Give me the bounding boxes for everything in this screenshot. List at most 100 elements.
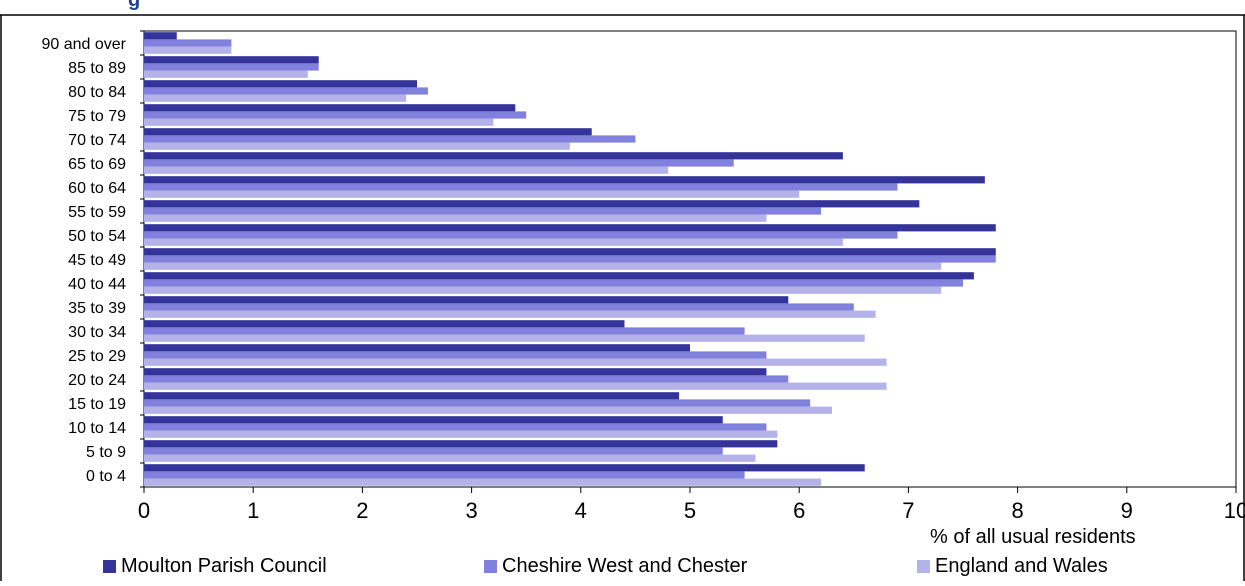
bar-england-wales-65-to-69: [144, 166, 669, 174]
y-tick-label: 85 to 89: [68, 60, 126, 77]
x-tick-label: 0: [138, 498, 150, 523]
bar-moulton-55-to-59: [144, 200, 920, 208]
x-tick-label: 1: [247, 498, 259, 523]
legend-label-moulton: Moulton Parish Council: [121, 555, 327, 577]
x-tick-label: 10: [1224, 498, 1245, 523]
bar-england-wales-15-to-19: [144, 406, 832, 414]
bar-moulton-40-to-44: [144, 272, 974, 280]
y-tick-label: 15 to 19: [68, 396, 126, 413]
legend-label-england-wales: England and Wales: [935, 555, 1108, 577]
bar-moulton-85-to-89: [144, 56, 319, 64]
bar-cheshire-70-to-74: [144, 135, 636, 143]
bar-cheshire-90-and-over: [144, 39, 232, 47]
y-tick-label: 75 to 79: [68, 108, 126, 125]
x-tick-label: 9: [1121, 498, 1133, 523]
chart-title-fragment: g: [128, 0, 141, 11]
legend-label-cheshire: Cheshire West and Chester: [502, 555, 748, 577]
bar-england-wales-35-to-39: [144, 310, 876, 318]
x-tick-label: 3: [465, 498, 477, 523]
x-tick-label: 6: [793, 498, 805, 523]
bar-cheshire-55-to-59: [144, 207, 822, 215]
y-tick-label: 50 to 54: [68, 228, 126, 245]
bar-england-wales-60-to-64: [144, 190, 800, 198]
y-tick-label: 5 to 9: [86, 444, 126, 461]
bar-cheshire-10-to-14: [144, 423, 767, 431]
x-tick-label: 7: [902, 498, 914, 523]
bar-england-wales-55-to-59: [144, 214, 767, 222]
bar-cheshire-0-to-4: [144, 471, 745, 479]
bar-cheshire-25-to-29: [144, 351, 767, 359]
bar-england-wales-80-to-84: [144, 94, 407, 102]
y-tick-label: 25 to 29: [68, 348, 126, 365]
bar-england-wales-70-to-74: [144, 142, 570, 150]
bar-england-wales-90-and-over: [144, 46, 232, 54]
bar-moulton-65-to-69: [144, 152, 843, 160]
bar-moulton-15-to-19: [144, 392, 680, 400]
y-tick-label: 45 to 49: [68, 252, 126, 269]
y-tick-label: 70 to 74: [68, 132, 126, 149]
bar-england-wales-75-to-79: [144, 118, 494, 126]
y-tick-label: 20 to 24: [68, 372, 126, 389]
x-tick-label: 2: [356, 498, 368, 523]
bar-moulton-20-to-24: [144, 368, 767, 376]
legend-swatch-cheshire: [484, 560, 497, 573]
legend-swatch-moulton: [103, 560, 116, 573]
bar-moulton-75-to-79: [144, 104, 516, 112]
bar-england-wales-5-to-9: [144, 454, 756, 462]
bar-england-wales-30-to-34: [144, 334, 865, 342]
bar-cheshire-75-to-79: [144, 111, 527, 119]
y-tick-label: 0 to 4: [86, 468, 126, 485]
legend-item-cheshire: Cheshire West and Chester: [484, 555, 747, 578]
legend: Moulton Parish Council Cheshire West and…: [0, 555, 1245, 581]
bar-moulton-25-to-29: [144, 344, 690, 352]
bar-cheshire-35-to-39: [144, 303, 854, 311]
bar-moulton-10-to-14: [144, 416, 723, 424]
legend-item-england-wales: England and Wales: [917, 555, 1108, 578]
bar-cheshire-85-to-89: [144, 63, 319, 71]
bar-cheshire-20-to-24: [144, 375, 789, 383]
y-tick-label: 90 and over: [41, 36, 126, 53]
y-tick-label: 10 to 14: [68, 420, 126, 437]
y-tick-label: 55 to 59: [68, 204, 126, 221]
bar-moulton-35-to-39: [144, 296, 789, 304]
bar-cheshire-50-to-54: [144, 231, 898, 239]
legend-item-moulton: Moulton Parish Council: [103, 555, 327, 578]
bar-cheshire-30-to-34: [144, 327, 745, 335]
y-tick-label: 80 to 84: [68, 84, 126, 101]
bar-england-wales-25-to-29: [144, 358, 887, 366]
bar-moulton-5-to-9: [144, 440, 778, 448]
bar-moulton-50-to-54: [144, 224, 996, 232]
bar-cheshire-5-to-9: [144, 447, 723, 455]
bar-cheshire-60-to-64: [144, 183, 898, 191]
bar-moulton-45-to-49: [144, 248, 996, 256]
bar-moulton-70-to-74: [144, 128, 592, 136]
x-tick-label: 5: [684, 498, 696, 523]
bar-cheshire-40-to-44: [144, 279, 963, 287]
y-tick-label: 35 to 39: [68, 300, 126, 317]
bar-moulton-80-to-84: [144, 80, 417, 88]
bar-cheshire-80-to-84: [144, 87, 428, 95]
x-tick-label: 8: [1011, 498, 1023, 523]
bar-moulton-60-to-64: [144, 176, 985, 184]
y-tick-label: 40 to 44: [68, 276, 126, 293]
y-tick-label: 30 to 34: [68, 324, 126, 341]
bar-england-wales-50-to-54: [144, 238, 843, 246]
bar-england-wales-10-to-14: [144, 430, 778, 438]
bar-cheshire-65-to-69: [144, 159, 734, 167]
bar-cheshire-15-to-19: [144, 399, 811, 407]
bar-cheshire-45-to-49: [144, 255, 996, 263]
bar-moulton-30-to-34: [144, 320, 625, 328]
legend-swatch-england-wales: [917, 560, 930, 573]
x-tick-label: 4: [575, 498, 587, 523]
x-axis-title: % of all usual residents: [930, 526, 1136, 548]
bar-england-wales-40-to-44: [144, 286, 942, 294]
bar-england-wales-20-to-24: [144, 382, 887, 390]
y-tick-label: 60 to 64: [68, 180, 126, 197]
y-tick-label: 65 to 69: [68, 156, 126, 173]
bar-moulton-90-and-over: [144, 32, 177, 40]
bar-england-wales-85-to-89: [144, 70, 308, 78]
bar-moulton-0-to-4: [144, 464, 865, 472]
bar-england-wales-45-to-49: [144, 262, 942, 270]
